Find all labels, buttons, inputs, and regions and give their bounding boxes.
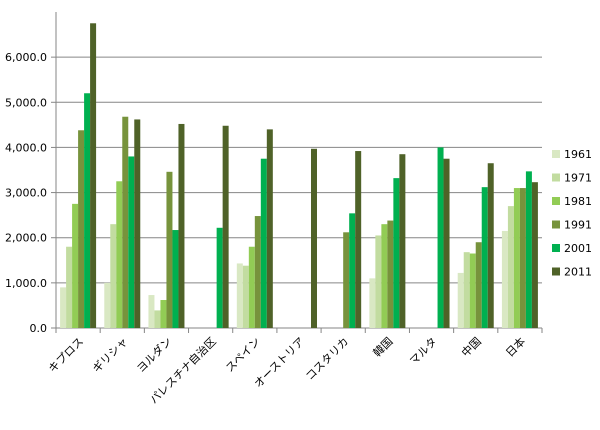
bar-2001	[525, 171, 532, 328]
legend-swatch-1961	[552, 150, 560, 158]
bar-1991	[519, 188, 526, 328]
category-label: 中国	[459, 335, 484, 360]
bar-1961	[148, 295, 155, 328]
bar-1961	[104, 282, 111, 328]
y-tick-label: 2,000.0	[5, 232, 47, 245]
bar-1981	[381, 224, 388, 328]
bar-2011	[531, 182, 538, 328]
bar-1981	[513, 188, 520, 328]
bar-1981	[116, 181, 123, 328]
bar-1981	[160, 300, 167, 328]
bar-1971	[110, 224, 117, 328]
y-tick-label: 1,000.0	[5, 277, 47, 290]
y-tick-label: 3,000.0	[5, 187, 47, 200]
bar-1991	[254, 216, 261, 328]
category-label: キプロス	[46, 335, 86, 375]
bar-1971	[507, 206, 514, 328]
category-label: ヨルダン	[134, 334, 175, 375]
bar-1971	[375, 235, 382, 328]
y-tick-label: 6,000.0	[5, 51, 47, 64]
y-tick-label: 0.0	[30, 322, 48, 335]
bar-1971	[66, 246, 73, 328]
category-label: ギリシャ	[90, 335, 130, 375]
bar-2001	[260, 158, 267, 328]
bar-1991	[387, 220, 394, 328]
bar-2011	[178, 123, 185, 328]
legend-swatch-2011	[552, 267, 560, 276]
legend-swatch-1971	[552, 173, 560, 182]
bar-2011	[311, 148, 317, 328]
bar-1971	[463, 252, 470, 328]
bar-2011	[355, 151, 362, 328]
bar-2001	[437, 147, 444, 328]
bar-1991	[343, 232, 350, 328]
bar-2001	[393, 178, 400, 328]
bar-1961	[457, 272, 464, 328]
bar-2001	[172, 230, 179, 328]
bar-1961	[236, 263, 243, 328]
bar-2011	[90, 23, 97, 329]
category-label: 韓国	[371, 335, 396, 360]
legend: 1961 1971 1981 1991 2001 2011	[552, 148, 592, 279]
category-label: 日本	[503, 334, 528, 359]
bar-1961	[501, 230, 508, 328]
bar-1981	[248, 246, 255, 328]
bar-2001	[349, 213, 356, 328]
bar-2011	[443, 158, 450, 328]
legend-label: 1971	[564, 172, 592, 185]
bar-1991	[122, 116, 129, 328]
bar-1961	[60, 287, 67, 328]
y-tick-label: 4,000.0	[5, 141, 47, 154]
bar-1991	[166, 171, 173, 328]
bar-1981	[72, 203, 79, 328]
category-label: コスタリカ	[303, 335, 351, 383]
bar-2011	[134, 119, 141, 328]
bar-1991	[475, 242, 482, 328]
bar-1971	[154, 310, 161, 328]
bar-2011	[222, 125, 229, 328]
legend-label: 2001	[564, 242, 592, 255]
bar-2011	[487, 163, 494, 328]
bar-2001	[216, 227, 223, 328]
legend-label: 2011	[564, 266, 592, 279]
bar-2001	[84, 93, 91, 328]
bar-2011	[266, 129, 273, 328]
legend-swatch-1981	[552, 197, 560, 205]
category-label: マルタ	[407, 335, 440, 368]
category-label: スペイン	[223, 335, 263, 375]
bar-1981	[469, 253, 476, 328]
legend-swatch-2001	[552, 244, 560, 252]
bar-1971	[242, 265, 249, 328]
legend-label: 1991	[564, 219, 592, 232]
legend-swatch-1991	[552, 220, 560, 229]
y-tick-label: 5,000.0	[5, 96, 47, 109]
legend-label: 1961	[564, 148, 592, 161]
bar-1991	[78, 130, 85, 328]
bar-1961	[369, 278, 376, 328]
bar-2001	[481, 187, 488, 328]
legend-label: 1981	[564, 195, 592, 208]
bars	[60, 23, 538, 329]
bar-2001	[128, 156, 135, 328]
bar-2011	[399, 154, 406, 328]
